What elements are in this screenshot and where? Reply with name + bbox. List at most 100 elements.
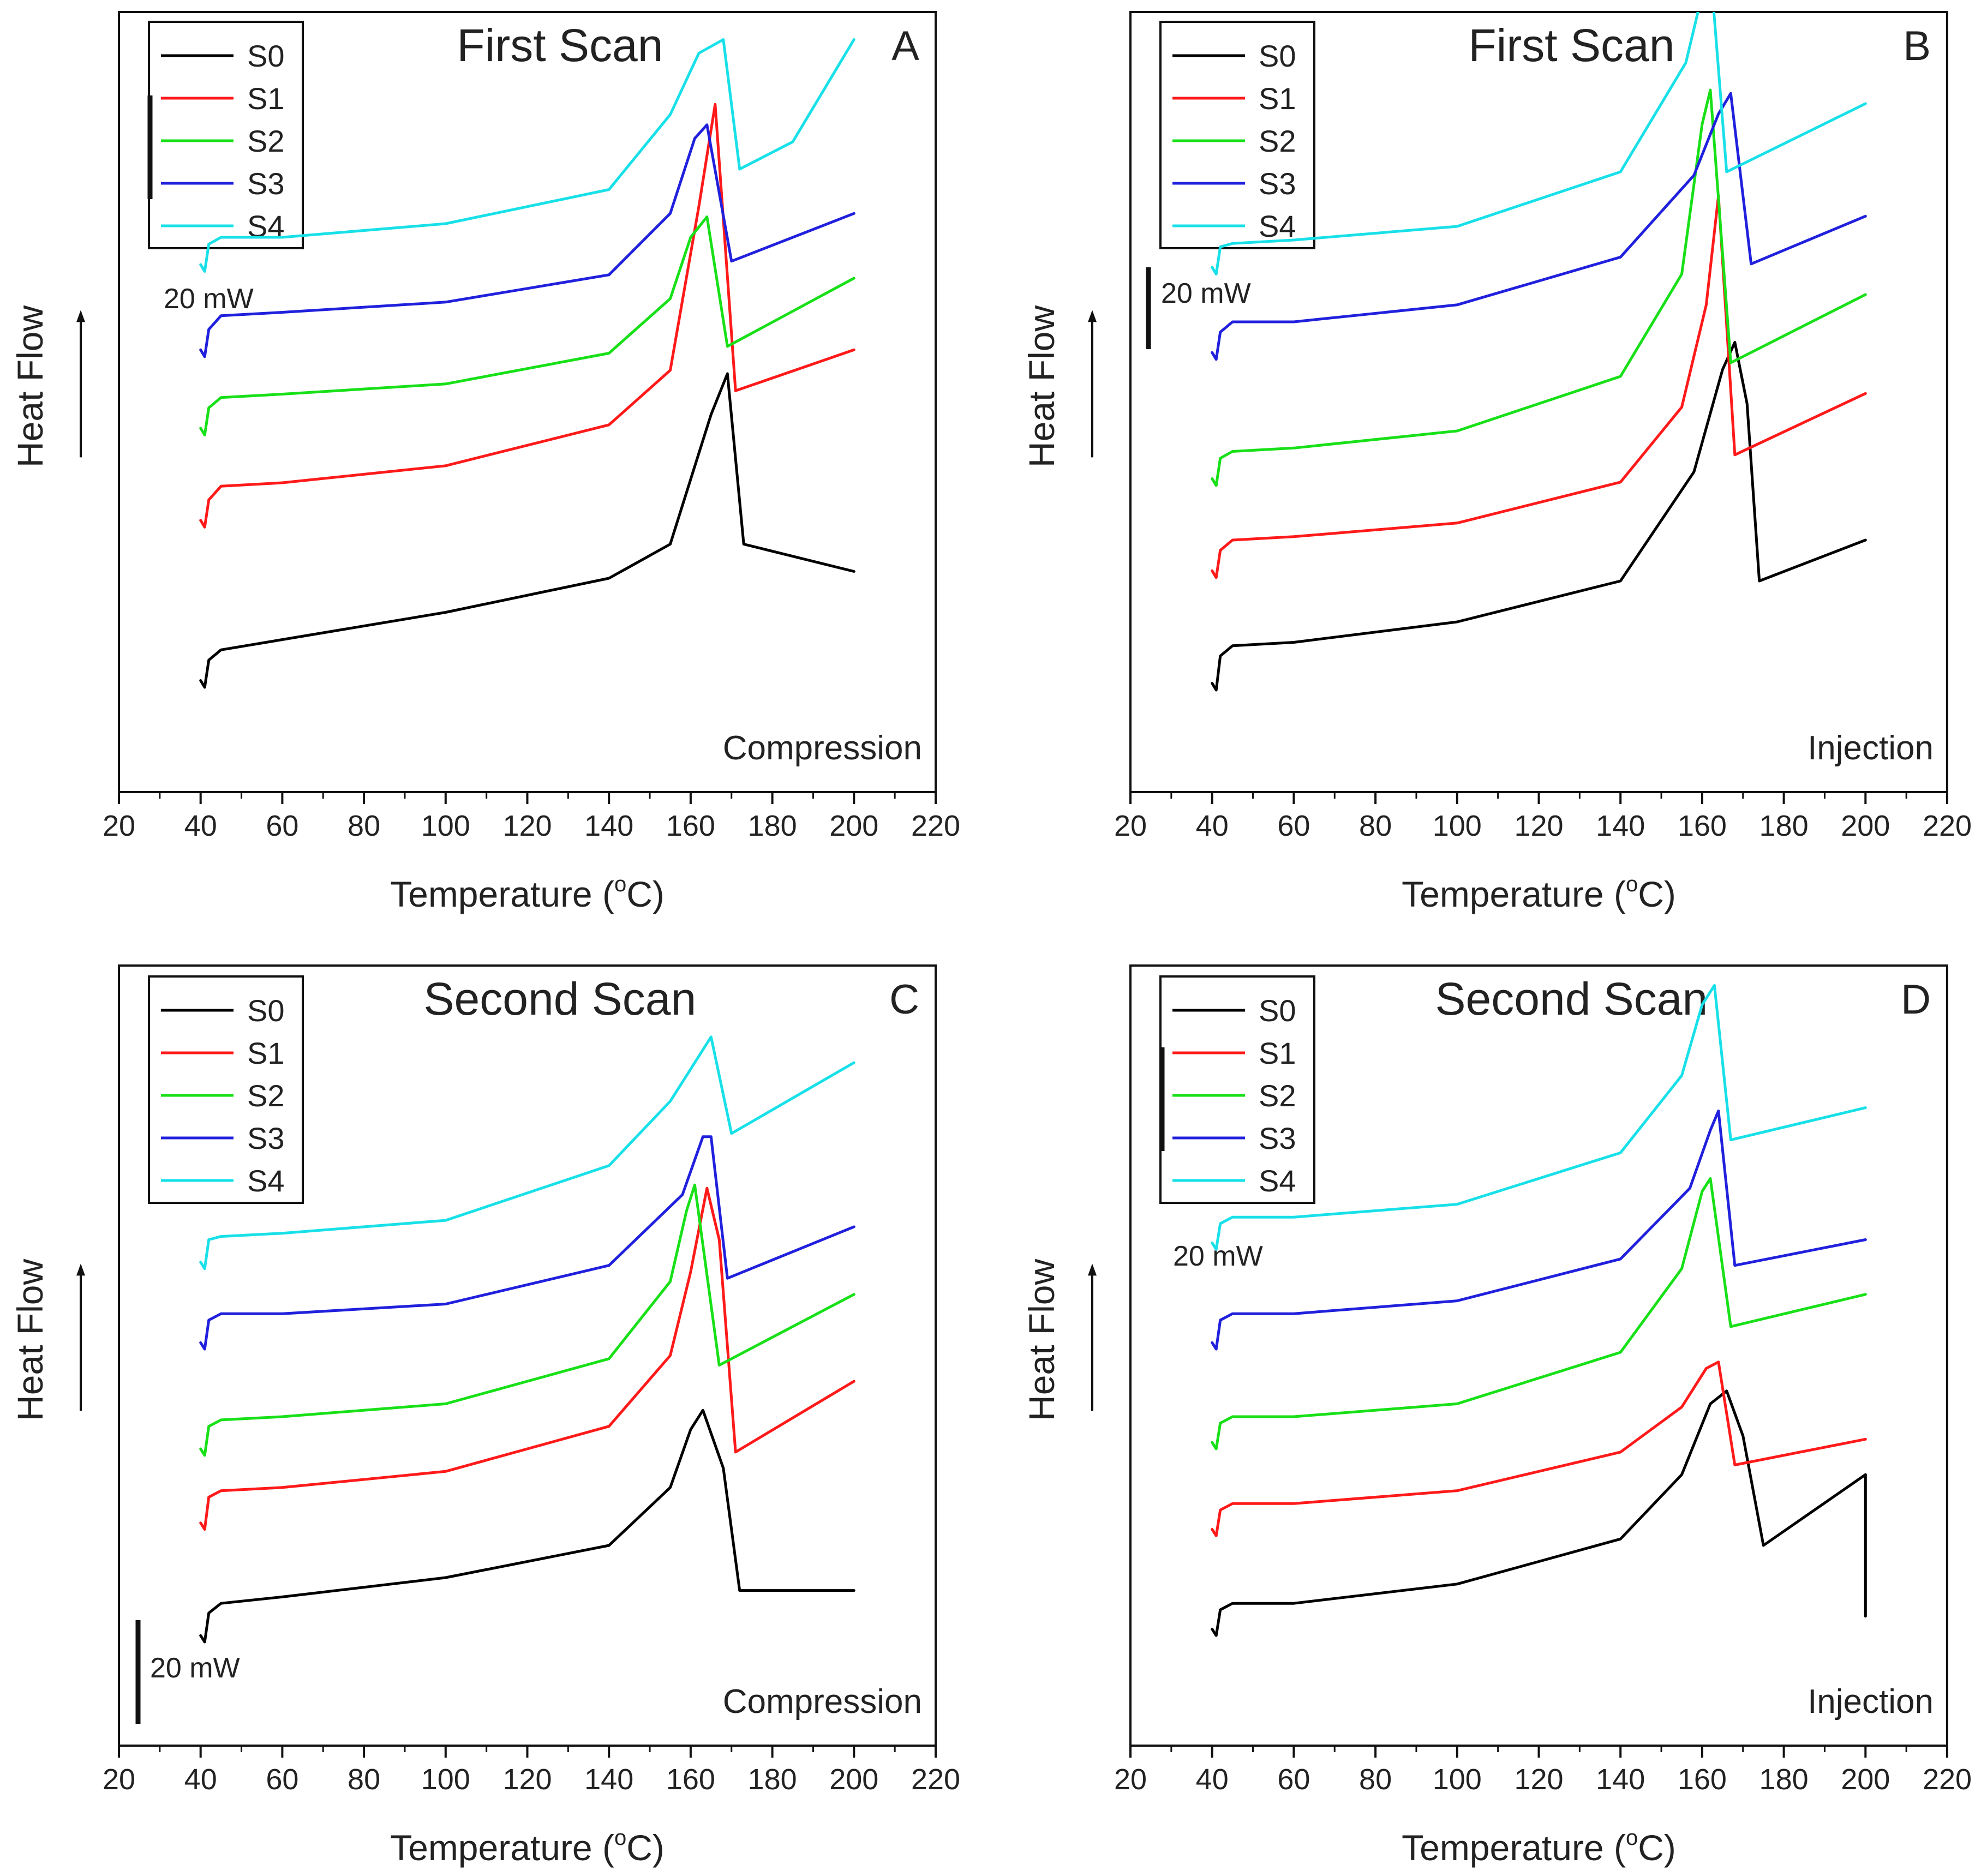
x-tick-label: 120 xyxy=(502,1763,552,1796)
x-tick-label: 40 xyxy=(184,810,217,842)
x-axis-unit: C) xyxy=(1638,1827,1676,1868)
legend-label-s2: S2 xyxy=(247,1078,285,1113)
series-s1-line xyxy=(199,1186,855,1531)
legend-box xyxy=(148,975,304,1204)
x-axis-label: Temperature (oC) xyxy=(1402,872,1676,914)
legend: S0 S1 S2 S3 S4 xyxy=(1159,975,1315,1204)
series-s4-line xyxy=(1211,12,1867,275)
panel-A: 20 40 60 80 100 120 140 160 180 200 220 Temperature… xyxy=(10,11,960,914)
panel-letter: B xyxy=(1903,23,1931,69)
series-s2-line xyxy=(1211,1177,1867,1451)
panel-title: First Scan xyxy=(1468,20,1674,71)
series-group xyxy=(1211,984,1867,1637)
x-tick-label: 20 xyxy=(103,1763,135,1796)
legend-label-s0: S0 xyxy=(247,993,285,1028)
x-tick-label: 80 xyxy=(1359,1763,1392,1796)
x-tick-label: 140 xyxy=(1596,810,1645,842)
x-axis-label-text: Temperature ( xyxy=(390,874,614,914)
x-tick-label: 160 xyxy=(1678,1763,1727,1796)
series-s4-line xyxy=(199,1035,855,1270)
x-tick-label: 120 xyxy=(1514,810,1563,842)
legend-label-s2: S2 xyxy=(247,124,285,158)
x-axis-unit: C) xyxy=(626,1827,665,1868)
panel-D: 20 40 60 80 100 120 140 160 180 200 220 Temperature… xyxy=(1021,964,1972,1868)
x-axis-label-text: Temperature ( xyxy=(1402,874,1626,914)
legend-label-s3: S3 xyxy=(1259,1121,1296,1155)
series-group xyxy=(199,1035,855,1644)
panel-letter: D xyxy=(1901,976,1931,1023)
legend-box xyxy=(1159,975,1315,1204)
x-tick-label: 100 xyxy=(1433,810,1482,842)
series-s3-line xyxy=(199,1135,855,1351)
x-tick-label: 80 xyxy=(348,1763,380,1796)
series-group xyxy=(1211,12,1867,692)
degree-mark: o xyxy=(1626,1826,1638,1850)
panel-letter: A xyxy=(891,23,919,69)
series-s2-line xyxy=(1211,88,1867,487)
arrow-head-icon xyxy=(76,1263,85,1276)
panel-C: 20 40 60 80 100 120 140 160 180 200 220 Temperature… xyxy=(10,964,960,1868)
legend-label-s1: S1 xyxy=(1259,81,1296,116)
x-tick-label: 60 xyxy=(1277,1763,1310,1796)
degree-mark: o xyxy=(1626,872,1638,896)
legend-label-s0: S0 xyxy=(1259,39,1296,73)
legend-label-s4: S4 xyxy=(1259,209,1296,243)
x-axis-label-text: Temperature ( xyxy=(390,1827,614,1868)
panel-title: Second Scan xyxy=(424,973,697,1024)
x-tick-label: 80 xyxy=(1359,810,1392,842)
series-s1-line xyxy=(1211,194,1867,579)
x-tick-label: 220 xyxy=(1923,1763,1972,1796)
x-axis-label-text: Temperature ( xyxy=(1402,1827,1626,1868)
x-axis-unit: C) xyxy=(626,874,665,914)
x-tick-label: 120 xyxy=(502,810,552,842)
series-s0-line xyxy=(199,1409,855,1644)
x-tick-label: 160 xyxy=(666,810,715,842)
scale-bar-label: 20 mW xyxy=(150,1652,240,1684)
series-s1-line xyxy=(199,103,855,529)
process-label: Injection xyxy=(1808,729,1934,767)
y-axis-label: Heat Flow xyxy=(10,305,50,467)
process-label: Compression xyxy=(723,729,922,767)
legend-label-s2: S2 xyxy=(1259,1078,1296,1113)
series-s0-line xyxy=(1211,341,1867,692)
series-s2-line xyxy=(199,1183,855,1457)
y-axis-label: Heat Flow xyxy=(10,1259,50,1421)
series-s0-line xyxy=(1211,1389,1867,1637)
x-tick-label: 40 xyxy=(1196,810,1229,842)
x-tick-label: 200 xyxy=(1841,810,1890,842)
x-axis-label: Temperature (oC) xyxy=(1402,1826,1676,1868)
process-label: Compression xyxy=(723,1683,922,1721)
x-tick-label: 160 xyxy=(1678,810,1727,842)
x-tick-label: 220 xyxy=(911,1763,960,1796)
degree-mark: o xyxy=(614,1826,626,1850)
legend-label-s3: S3 xyxy=(247,166,285,201)
x-tick-label: 160 xyxy=(666,1763,715,1796)
legend: S0 S1 S2 S3 S4 xyxy=(148,975,304,1204)
x-tick-label: 180 xyxy=(1759,1763,1809,1796)
x-tick-label: 60 xyxy=(266,810,298,842)
arrow-head-icon xyxy=(76,310,85,322)
x-tick-label: 60 xyxy=(266,1763,298,1796)
y-axis-label: Heat Flow xyxy=(1021,305,1062,467)
series-s2-line xyxy=(199,215,855,436)
panel-title: Second Scan xyxy=(1435,973,1708,1024)
degree-mark: o xyxy=(614,872,626,896)
series-s4-line xyxy=(199,38,855,273)
scale-bar-label: 20 mW xyxy=(1161,278,1251,309)
x-tick-label: 140 xyxy=(1596,1763,1645,1796)
x-tick-label: 80 xyxy=(348,810,380,842)
legend-label-s1: S1 xyxy=(247,81,285,116)
x-tick-label: 180 xyxy=(748,1763,797,1796)
x-tick-label: 120 xyxy=(1514,1763,1563,1796)
x-tick-label: 140 xyxy=(584,810,633,842)
x-tick-label: 20 xyxy=(103,810,135,842)
legend-label-s2: S2 xyxy=(1259,124,1296,158)
series-s4-line xyxy=(1211,984,1867,1251)
legend-label-s3: S3 xyxy=(247,1121,285,1155)
legend-label-s1: S1 xyxy=(1259,1036,1296,1070)
x-tick-label: 180 xyxy=(1759,810,1809,842)
panel-title: First Scan xyxy=(457,20,663,71)
series-s3-line xyxy=(1211,1110,1867,1351)
x-tick-label: 60 xyxy=(1277,810,1310,842)
